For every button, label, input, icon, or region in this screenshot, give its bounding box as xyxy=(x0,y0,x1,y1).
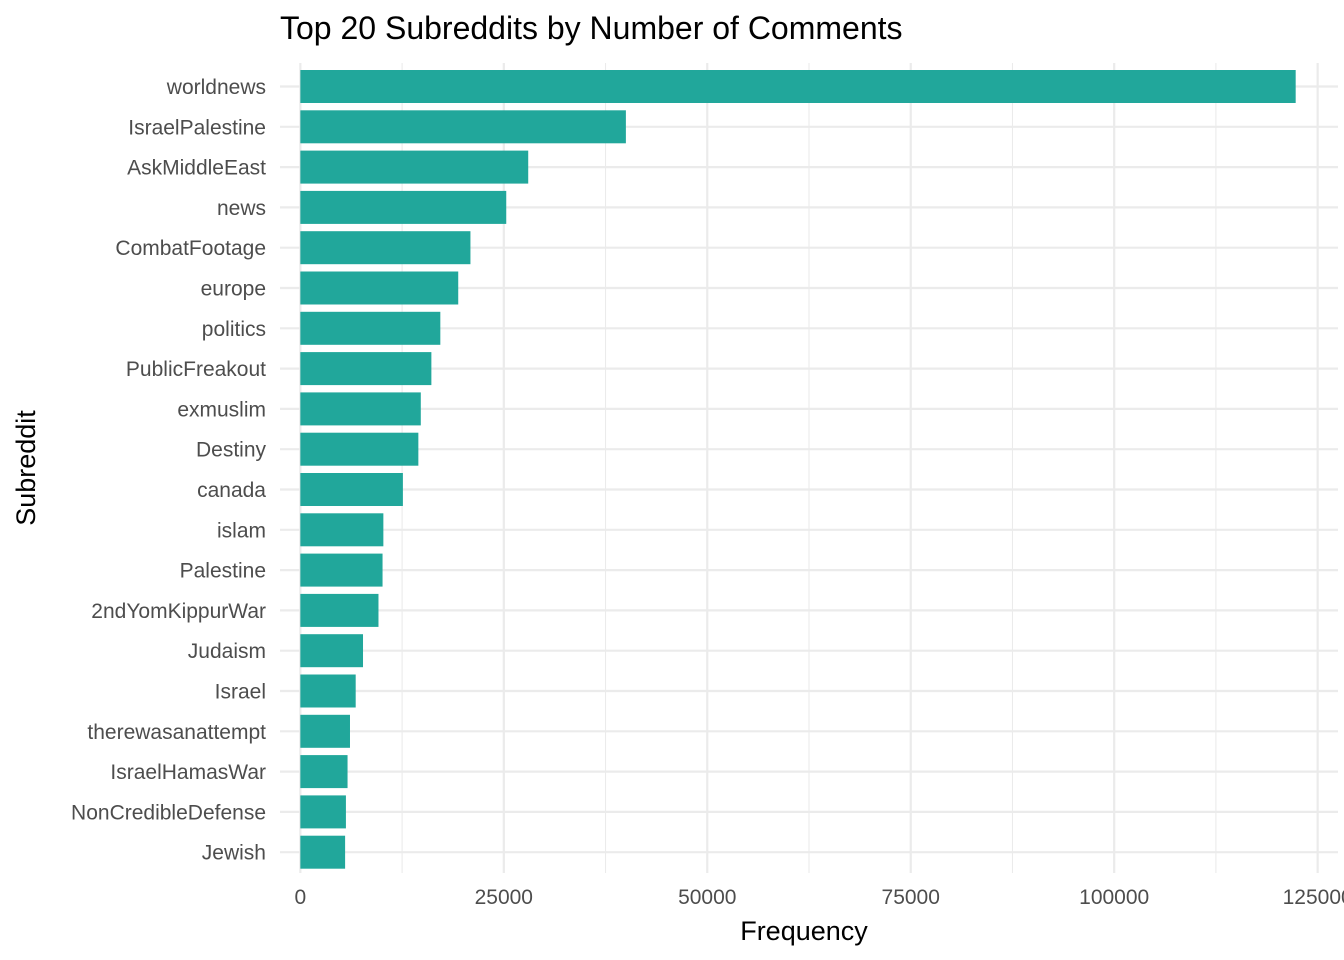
y-tick-label: worldnews xyxy=(166,76,266,99)
y-tick-label: politics xyxy=(202,318,266,341)
y-axis-tick-labels: worldnewsIsraelPalestineAskMiddleEastnew… xyxy=(71,76,266,865)
y-tick-label: europe xyxy=(201,278,266,301)
y-tick-label: AskMiddleEast xyxy=(127,157,266,180)
bar-canada xyxy=(300,473,403,506)
bar-IsraelPalestine xyxy=(300,110,626,144)
grid-lines xyxy=(280,63,1338,873)
y-tick-label: CombatFootage xyxy=(115,237,266,260)
bar-Destiny xyxy=(300,432,419,466)
bar-CombatFootage xyxy=(300,231,471,265)
bar-Jewish xyxy=(300,835,346,869)
bar-europe xyxy=(300,271,459,305)
x-tick-label: 100000 xyxy=(1079,886,1149,909)
y-tick-label: NonCredibleDefense xyxy=(71,801,266,824)
x-tick-label: 25000 xyxy=(475,886,533,909)
x-axis-title: Frequency xyxy=(740,916,868,946)
y-tick-label: islam xyxy=(217,519,266,542)
bar-Palestine xyxy=(300,553,383,587)
y-tick-label: IsraelPalestine xyxy=(128,116,266,139)
bar-Judaism xyxy=(300,634,364,668)
y-tick-label: Judaism xyxy=(188,640,266,663)
bar-exmuslim xyxy=(300,392,421,426)
bars xyxy=(300,70,1296,869)
y-tick-label: 2ndYomKippurWar xyxy=(91,600,266,623)
y-tick-label: Palestine xyxy=(180,560,266,583)
x-tick-label: 0 xyxy=(295,886,307,909)
y-tick-label: exmuslim xyxy=(177,398,266,421)
bar-NonCredibleDefense xyxy=(300,795,346,829)
y-tick-label: PublicFreakout xyxy=(126,358,266,381)
y-tick-label: Israel xyxy=(215,681,266,704)
bar-2ndYomKippurWar xyxy=(300,593,379,627)
y-tick-label: therewasanattempt xyxy=(87,721,266,744)
bar-politics xyxy=(300,311,441,345)
bar-therewasanattempt xyxy=(300,714,350,748)
x-tick-label: 75000 xyxy=(882,886,940,909)
bar-PublicFreakout xyxy=(300,352,432,386)
bar-islam xyxy=(300,513,384,547)
y-tick-label: news xyxy=(217,197,266,220)
x-tick-label: 50000 xyxy=(678,886,736,909)
bar-Israel xyxy=(300,674,356,708)
bar-AskMiddleEast xyxy=(300,150,529,184)
y-tick-label: canada xyxy=(197,479,266,502)
bar-news xyxy=(300,190,507,224)
chart-title: Top 20 Subreddits by Number of Comments xyxy=(280,10,903,46)
x-tick-label: 125000 xyxy=(1283,886,1344,909)
x-axis-tick-labels: 0 25000 50000 75000 100000 125000 xyxy=(295,886,1344,909)
bar-IsraelHamasWar xyxy=(300,755,348,789)
bar-worldnews xyxy=(300,70,1296,103)
y-tick-label: Destiny xyxy=(196,439,267,462)
y-tick-label: Jewish xyxy=(202,842,266,865)
y-axis-title: Subreddit xyxy=(11,410,41,526)
y-tick-label: IsraelHamasWar xyxy=(110,761,266,784)
